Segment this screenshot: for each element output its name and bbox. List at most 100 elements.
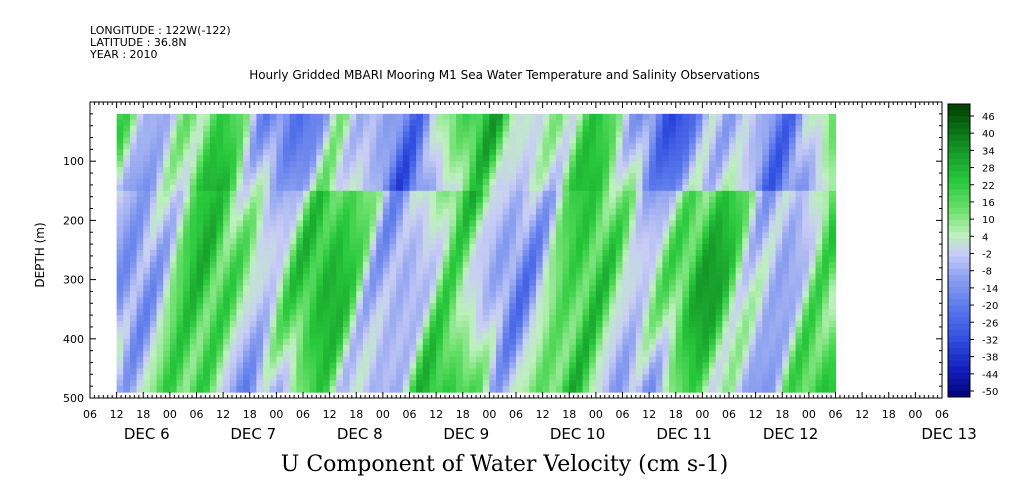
heatmap-cell: [575, 261, 584, 269]
heatmap-cell: [342, 279, 351, 287]
heatmap-cell: [662, 167, 670, 174]
heatmap-cell: [309, 321, 317, 328]
heatmap-cell: [642, 279, 650, 287]
heatmap-cell: [183, 131, 191, 139]
heatmap-cell: [808, 386, 817, 393]
heatmap-cell: [735, 220, 743, 227]
heatmap-cell: [768, 368, 777, 375]
heatmap-cell: [136, 131, 144, 139]
heatmap-cell: [815, 244, 823, 251]
heatmap-cell: [622, 309, 630, 316]
heatmap-cell: [322, 226, 331, 233]
heatmap-cell: [402, 173, 411, 180]
heatmap-cell: [283, 214, 291, 221]
heatmap-cell: [582, 303, 590, 310]
heatmap-cell: [123, 208, 131, 216]
heatmap-cell: [516, 315, 524, 322]
heatmap-cell: [482, 202, 490, 210]
heatmap-cell: [416, 386, 424, 393]
heatmap-cell: [236, 332, 244, 340]
heatmap-cell: [496, 119, 504, 127]
heatmap-cell: [695, 167, 703, 174]
heatmap-cell: [329, 297, 337, 304]
heatmap-cell: [509, 149, 517, 156]
heatmap-cell: [669, 232, 677, 239]
heatmap-cell: [416, 244, 424, 251]
heatmap-cell: [709, 184, 717, 192]
heatmap-cell: [422, 386, 431, 393]
heatmap-cell: [169, 356, 178, 364]
heatmap-cell: [615, 326, 624, 334]
heatmap-cell: [163, 238, 171, 245]
heatmap-cell: [689, 368, 697, 375]
heatmap-cell: [136, 232, 144, 239]
chart-title: Hourly Gridded MBARI Mooring M1 Sea Wate…: [249, 68, 760, 82]
heatmap-cell: [163, 208, 171, 216]
heatmap-cell: [456, 344, 464, 352]
heatmap-cell: [788, 326, 797, 334]
heatmap-cell: [322, 368, 331, 375]
heatmap-cell: [209, 155, 218, 162]
heatmap-cell: [629, 143, 637, 150]
heatmap-cell: [376, 149, 384, 156]
heatmap-cell: [742, 161, 750, 168]
heatmap-cell: [376, 297, 384, 304]
heatmap-cell: [555, 285, 564, 293]
heatmap-cell: [735, 214, 743, 221]
heatmap-cell: [582, 344, 590, 352]
heatmap-cell: [309, 232, 317, 239]
heatmap-cell: [622, 326, 630, 334]
heatmap-cell: [349, 113, 357, 121]
heatmap-cell: [502, 220, 510, 227]
heatmap-cell: [788, 214, 797, 221]
heatmap-cell: [535, 113, 544, 121]
heatmap-cell: [489, 279, 497, 287]
heatmap-cell: [795, 161, 803, 168]
heatmap-cell: [615, 220, 624, 227]
heatmap-cell: [629, 273, 637, 281]
heatmap-cell: [462, 244, 471, 251]
heatmap-cell: [336, 113, 344, 121]
heatmap-cell: [369, 131, 377, 139]
heatmap-cell: [768, 244, 777, 251]
heatmap-cell: [389, 315, 397, 322]
heatmap-cell: [329, 149, 337, 156]
heatmap-cell: [289, 226, 297, 233]
heatmap-cell: [762, 315, 770, 322]
heatmap-cell: [269, 244, 277, 251]
heatmap-cell: [396, 332, 404, 340]
heatmap-cell: [229, 279, 238, 287]
heatmap-cell: [542, 315, 550, 322]
heatmap-cell: [629, 250, 637, 257]
heatmap-cell: [462, 297, 471, 304]
heatmap-cell: [263, 113, 271, 121]
heatmap-cell: [229, 321, 238, 328]
heatmap-cell: [189, 173, 198, 180]
heatmap-cell: [808, 291, 817, 298]
heatmap-cell: [569, 214, 577, 221]
heatmap-cell: [535, 338, 544, 346]
heatmap-cell: [808, 297, 817, 304]
heatmap-cell: [635, 226, 644, 233]
heatmap-cell: [416, 161, 424, 168]
heatmap-cell: [402, 149, 411, 156]
heatmap-cell: [136, 303, 144, 310]
heatmap-cell: [542, 196, 550, 204]
heatmap-cell: [549, 326, 557, 334]
heatmap-cell: [722, 238, 730, 245]
heatmap-cell: [502, 143, 510, 150]
heatmap-cell: [223, 374, 231, 381]
heatmap-cell: [629, 291, 637, 298]
heatmap-cell: [682, 220, 690, 227]
heatmap-cell: [575, 184, 584, 192]
heatmap-cell: [449, 232, 457, 239]
heatmap-cell: [782, 344, 790, 352]
heatmap-cell: [482, 238, 490, 245]
heatmap-cell: [389, 208, 397, 216]
heatmap-cell: [496, 196, 504, 204]
heatmap-cell: [602, 232, 610, 239]
heatmap-cell: [569, 273, 577, 281]
heatmap-cell: [196, 190, 204, 198]
heatmap-cell: [249, 214, 258, 221]
heatmap-cell: [183, 196, 191, 204]
